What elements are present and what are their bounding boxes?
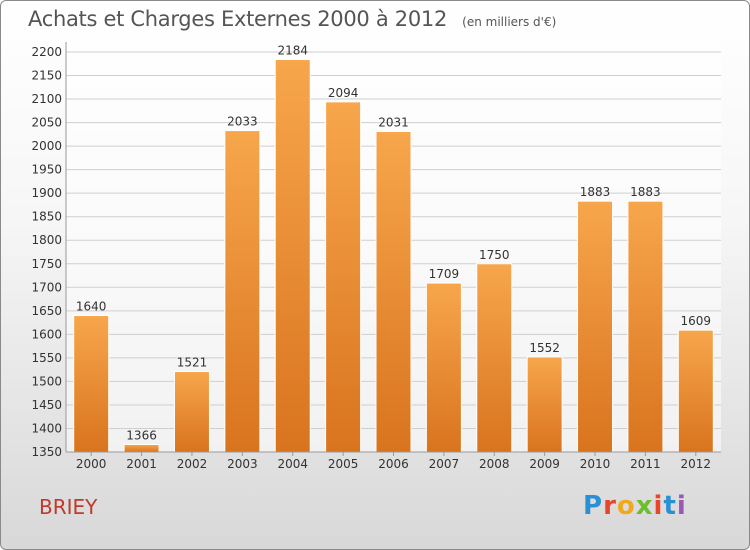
bar-2010 xyxy=(577,200,614,453)
data-label: 2033 xyxy=(227,115,258,129)
y-tick-label: 1750 xyxy=(31,257,62,271)
x-tick-label: 2010 xyxy=(580,457,611,471)
y-tick-label: 1550 xyxy=(31,351,62,365)
chart-title: Achats et Charges Externes 2000 à 2012 xyxy=(28,7,448,31)
bar-2003 xyxy=(224,130,261,453)
proxiti-logo[interactable]: Proxiti xyxy=(583,491,687,521)
y-tick-label: 1700 xyxy=(31,280,62,294)
x-tick-label: 2012 xyxy=(681,457,712,471)
y-tick-label: 2150 xyxy=(31,69,62,83)
chart-unit: (en milliers d'€) xyxy=(462,15,557,29)
bar-2000 xyxy=(73,315,110,453)
data-label: 1883 xyxy=(630,185,661,199)
logo-letter: x xyxy=(635,491,654,521)
data-label: 2184 xyxy=(277,44,308,58)
data-label: 1552 xyxy=(529,341,560,355)
y-tick-label: 1600 xyxy=(31,327,62,341)
x-tick-label: 2002 xyxy=(177,457,208,471)
bar-2005 xyxy=(325,101,362,453)
y-tick-label: 1900 xyxy=(31,186,62,200)
data-label: 1521 xyxy=(177,356,208,370)
bar-2011 xyxy=(627,200,664,453)
y-axis-ticks: 1350 1400 1450 1500 1550 1600 1650 1700 1750 1800… xyxy=(31,45,62,459)
data-label: 1366 xyxy=(126,428,157,442)
bars xyxy=(73,59,714,453)
y-tick-label: 1450 xyxy=(31,398,62,412)
x-tick-label: 2003 xyxy=(227,457,258,471)
logo-letter: r xyxy=(603,491,617,521)
logo-letter: t xyxy=(663,491,677,521)
x-tick-label: 2000 xyxy=(76,457,107,471)
x-tick-label: 2008 xyxy=(479,457,510,471)
y-tick-label: 1850 xyxy=(31,210,62,224)
y-tick-label: 2100 xyxy=(31,92,62,106)
x-tick-label: 2005 xyxy=(328,457,359,471)
y-tick-label: 1350 xyxy=(31,445,62,459)
x-tick-label: 2009 xyxy=(529,457,560,471)
bar-2009 xyxy=(526,356,563,453)
data-label: 2094 xyxy=(328,86,359,100)
x-axis-ticks: 2000 2001 2002 2003 2004 2005 2006 2007 2008 2009… xyxy=(76,452,711,471)
commune-name: BRIEY xyxy=(39,495,98,519)
data-labels: 1640 1366 1521 2033 2184 2094 2031 1709 1750 1552… xyxy=(76,44,711,443)
logo-letter: P xyxy=(583,491,604,521)
bar-2007 xyxy=(425,282,462,453)
bar-2006 xyxy=(375,131,412,453)
data-label: 2031 xyxy=(378,116,409,130)
y-tick-label: 1400 xyxy=(31,421,62,435)
x-tick-label: 2001 xyxy=(126,457,157,471)
chart-title-block: Achats et Charges Externes 2000 à 2012 (… xyxy=(28,7,556,31)
data-label: 1609 xyxy=(681,314,712,328)
logo-letter: o xyxy=(616,491,636,521)
bar-2001 xyxy=(123,443,160,453)
bar-2008 xyxy=(476,263,513,453)
x-tick-label: 2004 xyxy=(277,457,308,471)
y-tick-label: 1650 xyxy=(31,304,62,318)
bar-2012 xyxy=(677,329,714,453)
logo-letter: i xyxy=(676,491,687,521)
x-tick-label: 2007 xyxy=(429,457,460,471)
y-tick-label: 1800 xyxy=(31,233,62,247)
bar-2002 xyxy=(173,371,210,453)
data-label: 1750 xyxy=(479,248,510,262)
data-label: 1883 xyxy=(580,185,611,199)
y-tick-label: 1950 xyxy=(31,163,62,177)
y-tick-label: 2200 xyxy=(31,45,62,59)
y-tick-label: 2050 xyxy=(31,116,62,130)
x-tick-label: 2011 xyxy=(630,457,661,471)
data-label: 1640 xyxy=(76,300,107,314)
logo-letter: i xyxy=(653,491,664,521)
y-tick-label: 1500 xyxy=(31,374,62,388)
bar-2004 xyxy=(274,59,311,453)
y-tick-label: 2000 xyxy=(31,139,62,153)
x-tick-label: 2006 xyxy=(378,457,409,471)
data-label: 1709 xyxy=(429,267,460,281)
